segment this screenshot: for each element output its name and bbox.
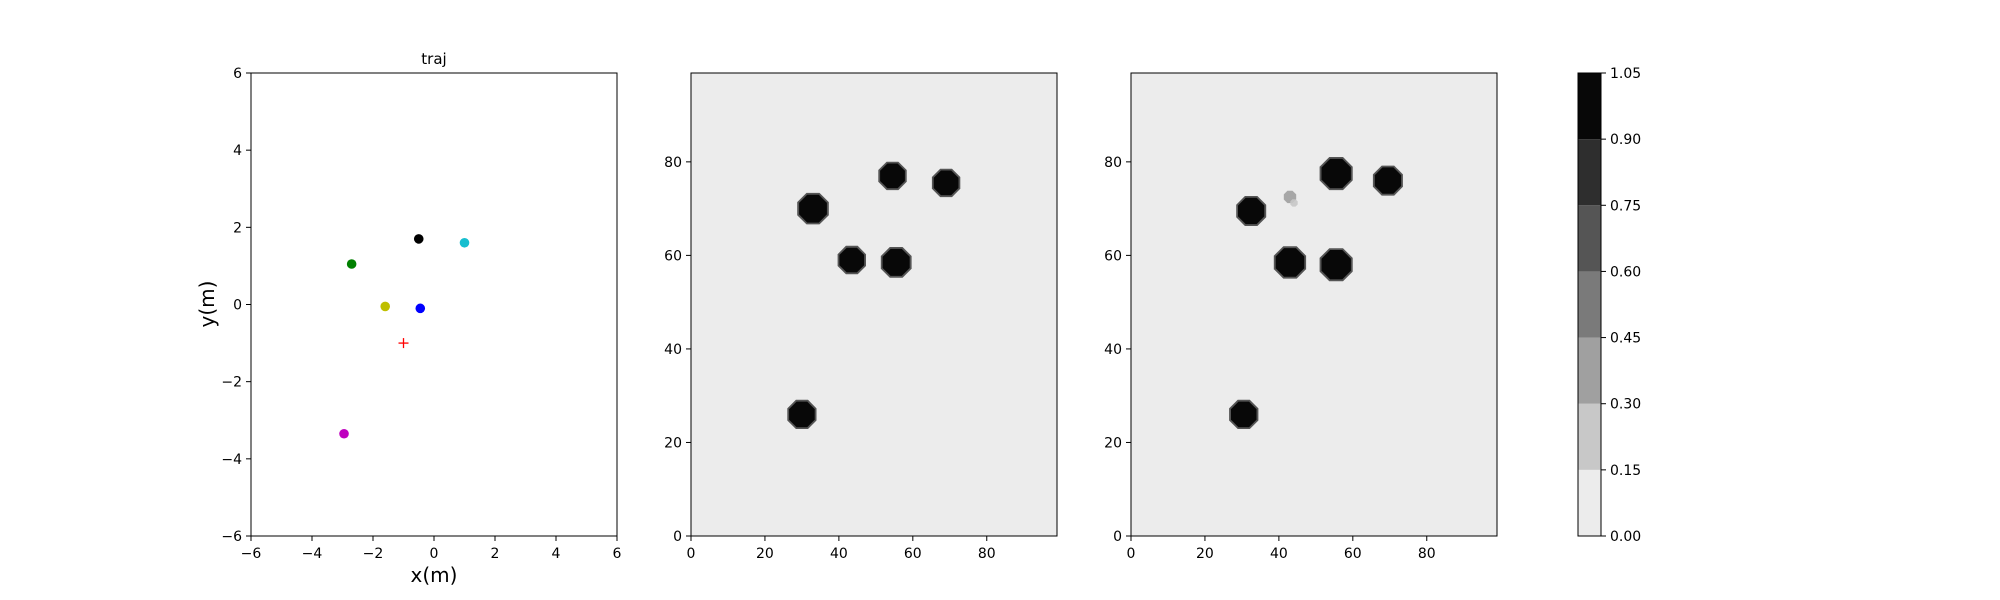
obstacle-blob xyxy=(931,168,961,198)
y-tick-label: 40 xyxy=(664,342,682,358)
obstacle-blob xyxy=(1236,196,1267,226)
colorbar-tick-label: 0.75 xyxy=(1610,198,1641,214)
colorbar-tick-label: 0.15 xyxy=(1610,463,1641,479)
agent-point xyxy=(415,303,426,314)
colorbar-band xyxy=(1578,139,1601,206)
y-tick-label: 0 xyxy=(673,529,682,545)
y-tick-label: 20 xyxy=(1104,435,1122,451)
obstacle-blob xyxy=(1229,399,1259,429)
colorbar-band xyxy=(1578,271,1601,338)
colorbar-band xyxy=(1578,403,1601,470)
colorbar-bands xyxy=(1578,73,1601,536)
x-axis-ticks: 0 20 40 60 80 xyxy=(1127,536,1436,562)
colorbar-tick-label: 1.05 xyxy=(1610,66,1641,82)
y-tick-label: 6 xyxy=(233,66,242,82)
x-axis-ticks: −6 −4 −2 0 2 4 6 xyxy=(241,536,622,562)
plot-frame xyxy=(250,72,618,537)
x-tick-label: 0 xyxy=(1127,546,1136,562)
y-tick-label: 20 xyxy=(664,435,682,451)
y-axis-ticks: −6 −4 −2 0 2 4 6 xyxy=(221,66,251,545)
agent-point xyxy=(339,428,349,439)
x-tick-label: 4 xyxy=(552,546,561,562)
colorbar-frame xyxy=(1577,72,1602,537)
x-tick-label: 0 xyxy=(430,546,439,562)
target-marker xyxy=(398,338,409,349)
heatmap-background xyxy=(1131,73,1497,536)
y-axis-ticks: 0 20 40 60 80 xyxy=(664,155,691,545)
heatmap-background xyxy=(691,73,1057,536)
y-axis-ticks: 0 20 40 60 80 xyxy=(1104,155,1131,545)
x-tick-label: 20 xyxy=(1196,546,1214,562)
obstacle-blob xyxy=(797,192,829,225)
occupancy-map-left: 0 20 40 60 80 0 20 40 60 80 xyxy=(664,72,1058,562)
x-tick-label: 2 xyxy=(491,546,500,562)
colorbar-band xyxy=(1578,205,1601,272)
obstacle-blob xyxy=(1273,246,1307,279)
obstacle-blob xyxy=(880,247,912,278)
y-tick-label: −6 xyxy=(221,529,242,545)
y-axis-label: y(m) xyxy=(195,281,219,328)
colorbar-band xyxy=(1578,337,1601,404)
x-tick-label: 80 xyxy=(1418,546,1436,562)
x-tick-label: 40 xyxy=(830,546,848,562)
x-axis-label: x(m) xyxy=(411,563,458,587)
y-tick-label: 4 xyxy=(233,143,242,159)
y-tick-label: 80 xyxy=(664,155,682,171)
occupancy-map-right: 0 20 40 60 80 0 20 40 60 80 xyxy=(1104,72,1498,562)
y-tick-label: −2 xyxy=(221,375,242,391)
agent-point xyxy=(380,301,391,312)
y-tick-label: 60 xyxy=(1104,248,1122,264)
plot-frame xyxy=(690,72,1058,537)
colorbar-band xyxy=(1578,469,1601,536)
y-tick-label: 40 xyxy=(1104,342,1122,358)
agent-point xyxy=(413,234,424,244)
obstacle-blob xyxy=(787,399,817,429)
x-tick-label: −2 xyxy=(363,546,384,562)
x-tick-label: 60 xyxy=(904,546,922,562)
traj-scatter-plot: traj −6 −4 −2 0 2 4 6 −6 −4 −2 0 2 4 6 x(m) y(m) xyxy=(195,50,622,587)
obstacle-blob xyxy=(1372,165,1403,196)
agent-point xyxy=(346,259,357,269)
agent-point xyxy=(459,237,470,248)
y-tick-label: 0 xyxy=(233,298,242,314)
colorbar-tick-label: 0.30 xyxy=(1610,397,1641,413)
plot-title: traj xyxy=(421,50,446,68)
obstacle-blob xyxy=(837,245,866,275)
y-tick-label: 60 xyxy=(664,248,682,264)
y-tick-label: 0 xyxy=(1113,529,1122,545)
x-tick-label: 6 xyxy=(613,546,622,562)
colorbar-tick-label: 0.60 xyxy=(1610,264,1641,280)
colorbar-tick-label: 0.45 xyxy=(1610,331,1641,347)
x-tick-label: 60 xyxy=(1344,546,1362,562)
x-tick-label: −6 xyxy=(241,546,262,562)
obstacle-blob xyxy=(1283,190,1298,207)
obstacle-blob xyxy=(1319,157,1353,191)
heatmap-blobs xyxy=(787,161,961,429)
obstacle-blob xyxy=(1319,248,1353,282)
obstacle-blob xyxy=(878,161,907,191)
y-tick-label: 80 xyxy=(1104,155,1122,171)
y-tick-label: 2 xyxy=(233,220,242,236)
heatmap-blobs xyxy=(1229,157,1403,429)
colorbar: 0.00 0.15 0.30 0.45 0.60 0.75 0.90 1.05 xyxy=(1577,66,1641,545)
x-tick-label: −4 xyxy=(302,546,323,562)
scatter-points xyxy=(339,234,470,439)
colorbar-band xyxy=(1578,73,1601,140)
x-axis-ticks: 0 20 40 60 80 xyxy=(687,536,996,562)
plot-frame xyxy=(1130,72,1498,537)
colorbar-tick-label: 0.00 xyxy=(1610,529,1641,545)
x-tick-label: 40 xyxy=(1270,546,1288,562)
x-tick-label: 0 xyxy=(687,546,696,562)
colorbar-ticks: 0.00 0.15 0.30 0.45 0.60 0.75 0.90 1.05 xyxy=(1601,66,1641,545)
x-tick-label: 80 xyxy=(978,546,996,562)
y-tick-label: −4 xyxy=(221,452,242,468)
colorbar-tick-label: 0.90 xyxy=(1610,132,1641,148)
x-tick-label: 20 xyxy=(756,546,774,562)
